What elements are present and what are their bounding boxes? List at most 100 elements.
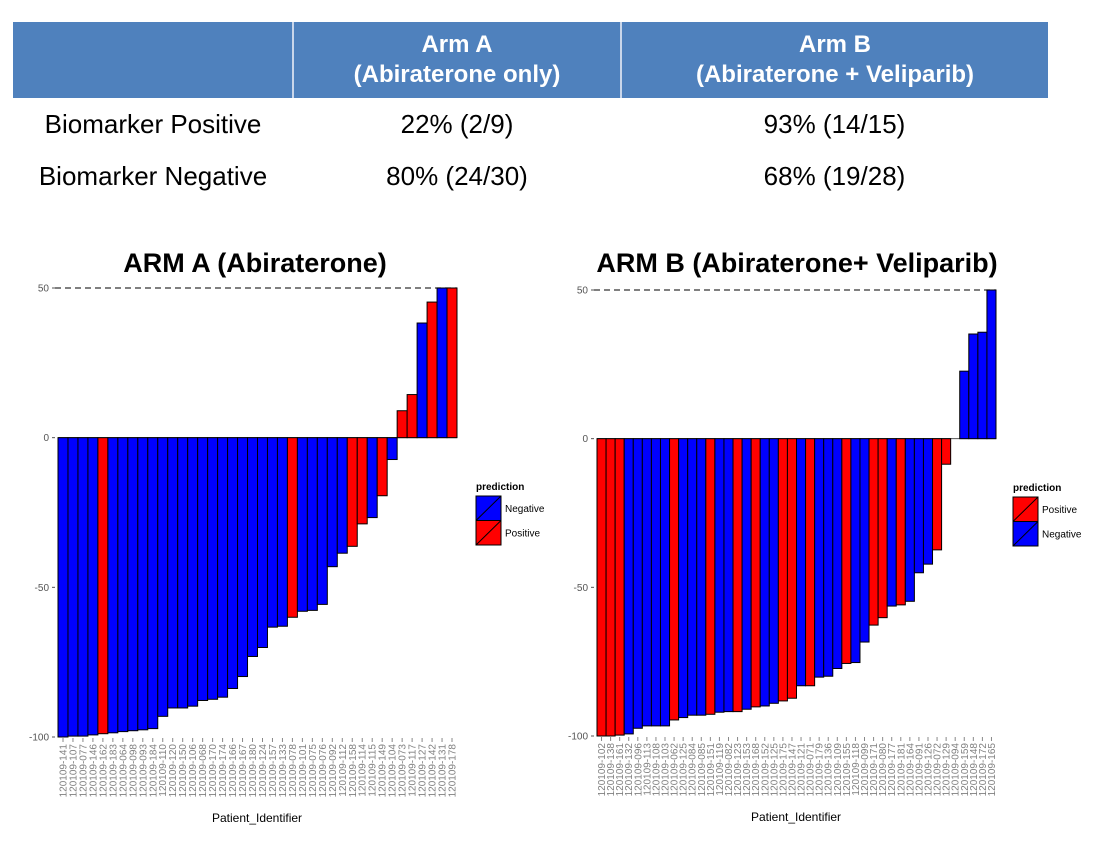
- bar: [623, 438, 634, 735]
- bar: [768, 438, 779, 704]
- x-tick-label: 120109-147: [787, 743, 798, 797]
- x-tick-label: 120109-162: [98, 744, 109, 798]
- y-tick-label: -50: [574, 583, 589, 594]
- x-tick-label: 120109-072: [933, 743, 944, 797]
- x-tick-label: 120109-174: [218, 744, 229, 798]
- bar: [705, 438, 716, 715]
- x-tick-label: 120109-071: [806, 743, 817, 797]
- x-axis-title: Patient_Identifier: [751, 810, 841, 824]
- bar: [714, 438, 725, 713]
- x-tick-label: 120109-132: [624, 743, 635, 797]
- bar: [596, 438, 607, 737]
- bar: [306, 437, 318, 611]
- bar: [913, 438, 924, 574]
- x-tick-label: 120109-062: [670, 743, 681, 797]
- bar: [759, 438, 770, 707]
- bar: [650, 438, 661, 727]
- arm-b-value: 93% (14/15): [763, 108, 906, 139]
- x-tick-label: 120109-150: [178, 744, 189, 798]
- bar: [147, 437, 159, 730]
- arm-a-value: 22% (2/9): [400, 108, 514, 139]
- row-label: Biomarker Positive: [44, 108, 262, 139]
- x-tick-label: 120109-096: [633, 743, 644, 797]
- x-tick-label: 120109-153: [742, 743, 753, 797]
- bar: [977, 331, 988, 440]
- bar: [669, 438, 680, 721]
- bar: [723, 438, 734, 713]
- legend-label: Negative: [505, 504, 545, 515]
- bar: [426, 301, 438, 439]
- x-tick-label: 120109-119: [715, 743, 726, 796]
- bar: [326, 437, 338, 568]
- x-tick-label: 120109-142: [428, 744, 439, 798]
- x-tick-label: 120109-127: [418, 744, 429, 798]
- bar: [386, 437, 398, 461]
- x-tick-label: 120109-108: [651, 743, 662, 797]
- x-tick-label: 120109-125: [679, 743, 690, 797]
- x-tick-label: 120109-098: [128, 744, 139, 798]
- bar: [632, 438, 643, 729]
- bar: [57, 437, 69, 738]
- y-tick-label: -50: [35, 583, 50, 594]
- bar: [859, 438, 870, 643]
- table-header-row: Arm A (Abiraterone only) Arm B (Abirater…: [13, 22, 1048, 98]
- y-tick-label: -100: [568, 732, 588, 743]
- x-tick-label: 120109-078: [288, 744, 299, 798]
- x-tick-label: 120109-165: [987, 743, 998, 797]
- bar: [796, 438, 807, 687]
- bar: [436, 287, 448, 439]
- y-tick-label: 50: [577, 286, 589, 297]
- x-tick-label: 120109-170: [208, 744, 219, 798]
- x-tick-label: 120109-141: [58, 744, 69, 798]
- x-tick-label: 120109-094: [951, 743, 962, 797]
- x-tick-label: 120109-125: [769, 743, 780, 797]
- legend-label: Negative: [1042, 530, 1082, 541]
- bar: [659, 438, 671, 727]
- bar: [823, 438, 834, 677]
- legend-key-diagonal: [475, 495, 502, 521]
- x-tick-label: 120109-075: [308, 744, 319, 798]
- header-arm-b: Arm B (Abiraterone + Veliparib): [620, 22, 1048, 98]
- x-tick-label: 120109-181: [896, 743, 907, 797]
- x-tick-label: 120109-109: [833, 743, 844, 797]
- x-axis-title: Patient_Identifier: [212, 811, 302, 825]
- bar: [77, 437, 89, 737]
- bar: [356, 437, 368, 525]
- table-row: Biomarker Positive 22% (2/9) 93% (14/15): [13, 98, 1048, 150]
- bar: [167, 437, 179, 709]
- x-tick-label: 120109-175: [778, 743, 789, 797]
- x-tick-label: 120109-159: [960, 743, 971, 797]
- chart-title: ARM B (Abiraterone+ Veliparib): [596, 248, 997, 278]
- bar: [257, 437, 268, 648]
- x-tick-label: 120109-106: [188, 744, 199, 798]
- bar: [416, 322, 428, 439]
- bar: [296, 437, 308, 612]
- x-tick-label: 120109-121: [797, 743, 808, 797]
- x-tick-label: 120109-103: [661, 743, 672, 797]
- x-tick-label: 120109-107: [68, 744, 79, 798]
- bar: [959, 370, 970, 440]
- x-tick-label: 120109-118: [851, 743, 862, 796]
- chart-title: ARM A (Abiraterone): [123, 248, 387, 278]
- x-tick-label: 120109-180: [248, 744, 259, 798]
- x-tick-label: 120109-152: [760, 743, 771, 797]
- bar: [336, 437, 348, 554]
- x-tick-label: 120109-099: [860, 743, 871, 797]
- bar: [187, 437, 199, 707]
- x-tick-label: 120109-120: [168, 744, 179, 798]
- x-tick-label: 120109-171: [869, 743, 880, 797]
- bar: [904, 438, 915, 602]
- y-tick-label: 50: [38, 284, 50, 295]
- x-tick-label: 120109-138: [606, 743, 617, 797]
- bar: [157, 437, 169, 717]
- bar: [247, 437, 258, 657]
- bar: [237, 437, 249, 678]
- x-tick-label: 120109-102: [597, 743, 608, 797]
- x-tick-label: 120109-112: [338, 744, 349, 797]
- bar: [67, 437, 79, 737]
- legend-label: Positive: [1042, 505, 1077, 516]
- header-empty-cell: [13, 22, 293, 98]
- x-tick-label: 120109-084: [688, 743, 699, 797]
- bar: [814, 438, 825, 678]
